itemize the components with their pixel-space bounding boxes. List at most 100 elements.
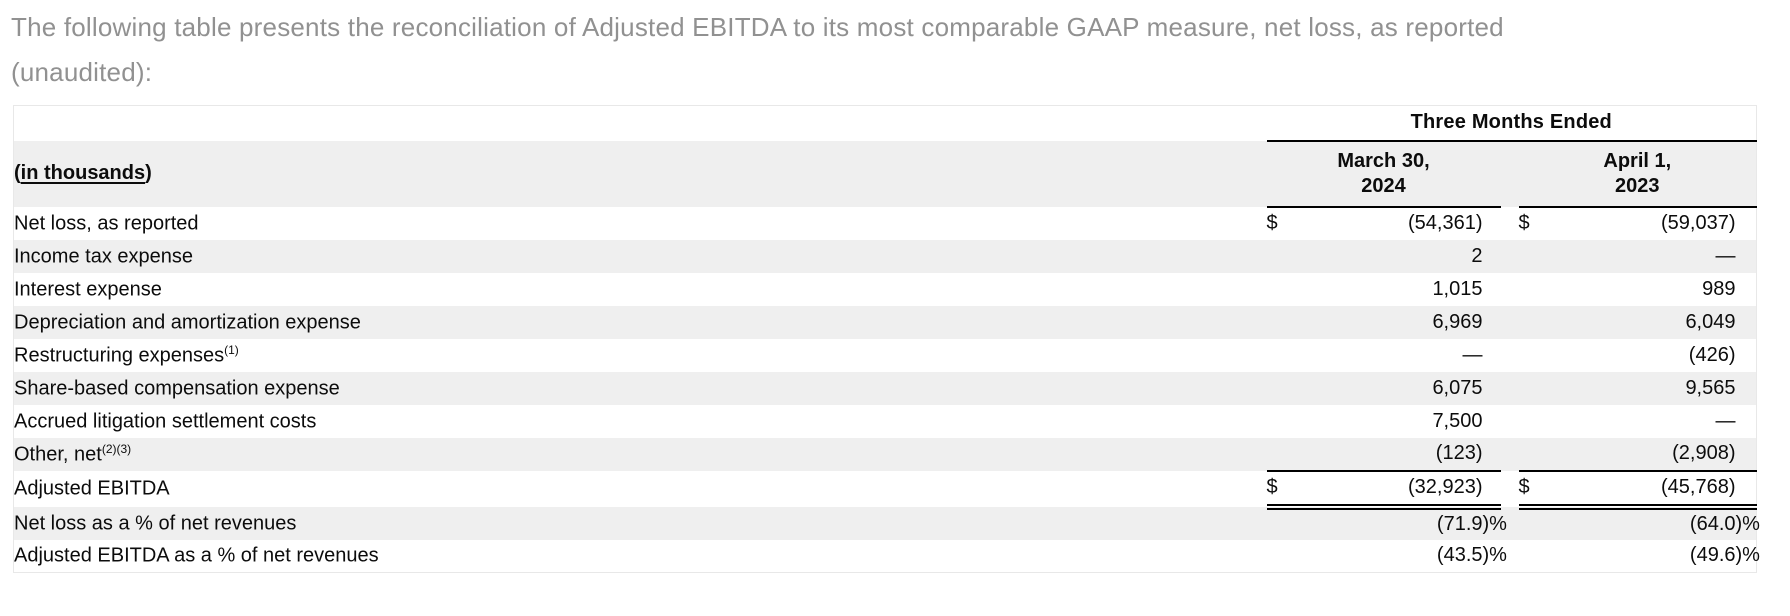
period-column-header-2023: April 1, 2023 bbox=[1518, 140, 1757, 208]
row-label: Interest expense bbox=[14, 273, 1267, 306]
dollar-sign-cell bbox=[1519, 306, 1553, 339]
dollar-sign-cell bbox=[1519, 540, 1553, 573]
dollar-sign-cell bbox=[1519, 273, 1553, 306]
col-group-header: Three Months Ended bbox=[1266, 105, 1757, 142]
value-cell-2023: (2,908) bbox=[1552, 437, 1736, 472]
value-cell-2024: — bbox=[1462, 343, 1483, 366]
ebitda-reconciliation-table: Three Months Ended (in thousands) March … bbox=[13, 105, 1760, 573]
column-spacer bbox=[1501, 306, 1519, 339]
period-date-line1: April 1, bbox=[1603, 149, 1672, 172]
dollar-sign-cell bbox=[1266, 437, 1301, 472]
row-label: Net loss, as reported bbox=[14, 207, 1267, 240]
row-label-text: Share-based compensation expense bbox=[14, 377, 340, 400]
dollar-sign-cell bbox=[1519, 507, 1553, 540]
value-suffix-2024 bbox=[1483, 372, 1501, 405]
value-suffix-2024 bbox=[1483, 240, 1501, 273]
in-thousands-label: (in thousands) bbox=[14, 141, 1267, 207]
table-row: Net loss, as reported $ (54,361) $ (59,0… bbox=[13, 206, 1757, 240]
table-row: Other, net(2)(3) (123) (2,908) bbox=[13, 437, 1757, 472]
period-date-line1: March 30, bbox=[1337, 149, 1430, 172]
dollar-sign-cell bbox=[1267, 372, 1301, 405]
column-spacer bbox=[1501, 339, 1519, 372]
value-suffix-2024 bbox=[1483, 339, 1501, 372]
dollar-sign-cell bbox=[1267, 273, 1301, 306]
value-suffix-2023: )% bbox=[1735, 513, 1760, 535]
period-header-row: (in thousands) March 30, 2024 April 1, 2… bbox=[13, 140, 1757, 208]
column-spacer bbox=[1501, 141, 1519, 207]
dollar-sign-cell bbox=[1267, 306, 1301, 339]
dollar-sign-cell: $ bbox=[1266, 470, 1301, 510]
period-date-line2: 2024 bbox=[1361, 174, 1406, 197]
value-suffix-2024 bbox=[1482, 470, 1501, 510]
row-label-text: Adjusted EBITDA as a % of net revenues bbox=[14, 545, 379, 568]
column-spacer bbox=[1501, 438, 1519, 471]
row-label: Share-based compensation expense bbox=[14, 372, 1267, 405]
period-date-line2: 2023 bbox=[1615, 174, 1660, 197]
column-spacer bbox=[1501, 372, 1519, 405]
row-label-text: Depreciation and amortization expense bbox=[14, 311, 361, 334]
row-label: Other, net(2)(3) bbox=[14, 438, 1267, 471]
value-suffix-2023: )% bbox=[1735, 544, 1760, 567]
row-label: Adjusted EBITDA as a % of net revenues bbox=[14, 540, 1267, 573]
in-thousands-open-paren: ( bbox=[14, 162, 21, 184]
column-spacer bbox=[1501, 405, 1519, 438]
row-label: Income tax expense bbox=[14, 240, 1267, 273]
row-label-footnote: (2)(3) bbox=[101, 441, 132, 456]
table-row: Interest expense 1,015 989 bbox=[13, 272, 1757, 306]
in-thousands-text: in thousands bbox=[20, 162, 146, 184]
value-suffix-2023 bbox=[1736, 372, 1757, 405]
value-suffix-2023 bbox=[1736, 273, 1757, 306]
value-cell-2024: 6,075 bbox=[1432, 376, 1483, 399]
dollar-sign-cell bbox=[1267, 540, 1301, 573]
value-suffix-2024 bbox=[1483, 405, 1501, 438]
value-suffix-2023 bbox=[1736, 306, 1757, 339]
value-cell-2023: (59,037) bbox=[1661, 212, 1736, 234]
dollar-sign-cell bbox=[1267, 405, 1301, 438]
value-cell-2024: (54,361) bbox=[1408, 212, 1483, 234]
column-group-header-row: Three Months Ended bbox=[13, 105, 1757, 142]
row-label-text: Restructuring expenses bbox=[14, 344, 225, 367]
value-suffix-2023 bbox=[1735, 437, 1757, 472]
period-column-header-2024: March 30, 2024 bbox=[1266, 140, 1501, 208]
value-suffix-2023 bbox=[1736, 405, 1757, 438]
value-cell-2024: 6,969 bbox=[1432, 310, 1483, 333]
table-row: Adjusted EBITDA as a % of net revenues (… bbox=[13, 539, 1760, 573]
dollar-sign-cell: $ bbox=[1518, 212, 1530, 234]
table-row: Share-based compensation expense 6,075 9… bbox=[13, 371, 1757, 405]
value-cell-2023: 6,049 bbox=[1685, 310, 1736, 333]
row-label: Accrued litigation settlement costs bbox=[14, 405, 1267, 438]
table-row: Restructuring expenses(1) — (426) bbox=[13, 338, 1757, 372]
dollar-sign-cell bbox=[1267, 339, 1301, 372]
column-spacer bbox=[1501, 240, 1519, 273]
value-cell-2024: (123) bbox=[1300, 437, 1483, 472]
value-cell-2024: (71.9 bbox=[1436, 513, 1483, 535]
table-row: Income tax expense 2 — bbox=[13, 239, 1757, 273]
row-label-text: Income tax expense bbox=[14, 245, 193, 268]
value-cell-2024: (43.5 bbox=[1436, 544, 1483, 567]
value-cell-2023: — bbox=[1715, 409, 1736, 432]
row-label-text: Adjusted EBITDA bbox=[14, 477, 170, 500]
value-cell-2023: 989 bbox=[1702, 277, 1736, 300]
column-spacer bbox=[1501, 471, 1519, 507]
dollar-sign-cell: $ bbox=[1266, 212, 1278, 234]
column-spacer bbox=[1501, 273, 1519, 306]
dollar-sign-cell: $ bbox=[1518, 470, 1553, 510]
value-cell-2023: (64.0 bbox=[1689, 513, 1736, 535]
row-label: Depreciation and amortization expense bbox=[14, 306, 1267, 339]
value-suffix-2024 bbox=[1483, 207, 1501, 240]
row-label-text: Accrued litigation settlement costs bbox=[14, 410, 317, 433]
value-cell-2023: 9,565 bbox=[1685, 376, 1736, 399]
value-cell-2023: (45,768) bbox=[1552, 470, 1736, 510]
row-label: Restructuring expenses(1) bbox=[14, 339, 1267, 372]
value-cell-2024: 7,500 bbox=[1432, 409, 1483, 432]
table-row: Net loss as a % of net revenues (71.9 )%… bbox=[13, 506, 1760, 540]
in-thousands-close-paren: ) bbox=[145, 162, 152, 184]
row-label: Adjusted EBITDA bbox=[14, 471, 1267, 507]
value-suffix-2023 bbox=[1736, 339, 1757, 372]
table-head: Three Months Ended (in thousands) March … bbox=[13, 105, 1757, 208]
table-row: Adjusted EBITDA $ (32,923) $ (45,768) bbox=[13, 470, 1757, 510]
dollar-sign-cell bbox=[1519, 339, 1553, 372]
intro-text: The following table presents the reconci… bbox=[11, 12, 1504, 87]
dollar-sign-cell bbox=[1267, 507, 1301, 540]
row-label: Net loss as a % of net revenues bbox=[14, 507, 1267, 540]
